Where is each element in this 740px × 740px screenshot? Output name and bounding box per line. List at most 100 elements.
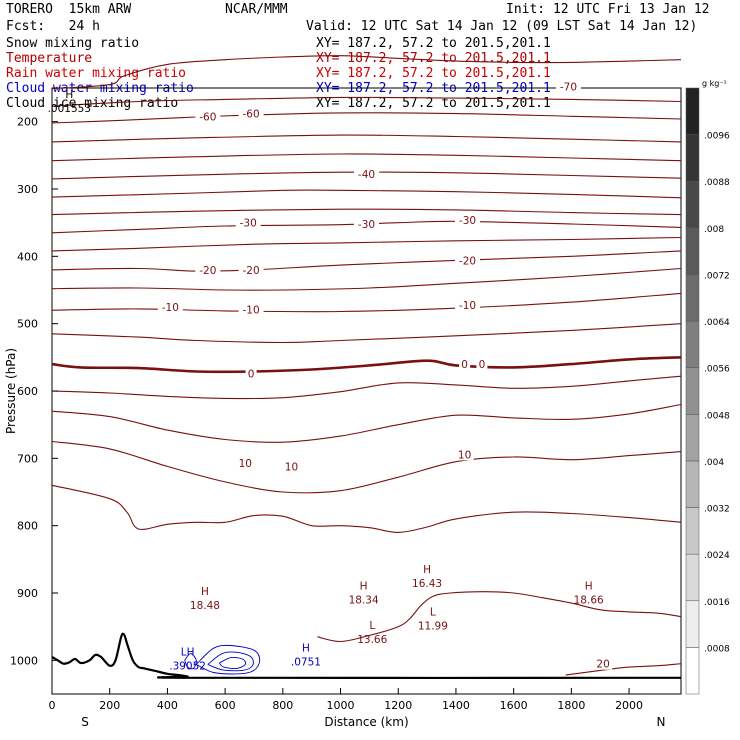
contour-label-bg <box>455 448 474 461</box>
contour-label: 10 <box>458 449 471 461</box>
south-endpoint-label: S <box>81 715 89 729</box>
contour-label-bg <box>354 168 379 181</box>
contour-label-bg <box>454 213 480 226</box>
contour-label-bg <box>238 107 264 120</box>
field-xy-range: XY= 187.2, 57.2 to 201.5,201.1 <box>316 96 551 111</box>
extremum-value: 11.99 <box>418 620 448 632</box>
colorbar-band <box>685 227 700 275</box>
y-tick-label: 500 <box>17 318 38 331</box>
field-label: Temperature <box>6 51 93 66</box>
x-tick-label: 1600 <box>500 699 528 712</box>
colorbar-tick-label: .0048 <box>704 411 730 421</box>
extremum-value: 18.48 <box>190 600 220 612</box>
colorbar-tick-label: .008 <box>704 225 724 235</box>
contour-label-bg <box>459 358 471 371</box>
field-label: Snow mixing ratio <box>6 36 140 51</box>
contour-label-bg <box>195 110 221 123</box>
colorbar-tick-label: .0008 <box>704 644 730 654</box>
temperature-contour <box>51 484 682 533</box>
contour-label-bg <box>282 460 301 473</box>
colorbar-tick-label: .0072 <box>704 271 730 281</box>
temperature-contour <box>51 250 682 272</box>
contour-label: 0 <box>248 368 255 380</box>
contour-label: 10 <box>285 461 298 473</box>
colorbar-band <box>685 180 700 229</box>
extremum-marker: H <box>65 89 73 101</box>
colorbar-band <box>685 553 700 602</box>
temperature-contour <box>51 323 682 344</box>
colorbar-band <box>685 320 700 368</box>
extremum-marker: H <box>360 581 368 593</box>
contour-label: -40 <box>358 169 375 181</box>
contour-label: -10 <box>162 302 179 314</box>
temperature-contour <box>51 55 682 90</box>
contour-label: -60 <box>199 111 216 123</box>
extremum-value: .001553 <box>48 103 91 115</box>
contour-label: -30 <box>358 219 375 231</box>
cloud-water-contour <box>195 644 261 675</box>
y-tick-label: 600 <box>17 385 38 398</box>
temperature-contour <box>51 292 682 313</box>
contour-label-bg <box>354 218 379 231</box>
contour-label-bg <box>235 216 261 229</box>
contour-label: -20 <box>459 255 476 267</box>
field-label: Rain water mixing ratio <box>6 66 187 81</box>
x-axis-label: Distance (km) <box>324 715 408 729</box>
contour-label-bg <box>157 300 183 313</box>
colorbar-band <box>685 274 700 322</box>
contour-label-bg <box>594 657 613 670</box>
contour-label-bg <box>476 358 488 371</box>
model-title: TORERO 15km ARW <box>6 2 132 17</box>
colorbar-band <box>685 87 700 135</box>
colorbar-band <box>685 414 700 462</box>
temperature-contour <box>51 356 682 374</box>
y-tick-label: 1000 <box>10 654 38 667</box>
colorbar-tick-label: .0088 <box>704 178 730 188</box>
contour-label: -10 <box>243 305 260 317</box>
temperature-contour <box>51 375 682 400</box>
contour-label: 0 <box>479 359 486 371</box>
north-endpoint-label: N <box>657 715 666 729</box>
extremum-marker: H <box>201 586 209 598</box>
temperature-contour <box>51 236 682 252</box>
extremum-marker: H <box>585 581 593 593</box>
temperature-contour <box>51 189 682 199</box>
temperature-contour <box>51 267 682 291</box>
colorbar-tick-label: .004 <box>704 458 724 468</box>
center-label: NCAR/MMM <box>225 2 288 17</box>
contour-label-bg <box>195 263 221 276</box>
temperature-contour <box>51 134 682 143</box>
extremum-value: 13.66 <box>357 634 387 646</box>
colorbar-band <box>685 507 700 555</box>
colorbar-tick-label: .0056 <box>704 365 730 375</box>
extremum-value: 18.34 <box>349 595 379 607</box>
field-xy-range: XY= 187.2, 57.2 to 201.5,201.1 <box>316 36 551 51</box>
temperature-contour <box>565 663 682 676</box>
terrain-line <box>51 632 682 680</box>
x-tick-label: 200 <box>99 699 120 712</box>
colorbar-unit: g kg⁻¹ <box>702 79 727 88</box>
colorbar-tick-label: .0032 <box>704 505 730 515</box>
contour-label: -60 <box>243 109 260 121</box>
x-tick-label: 1800 <box>557 699 585 712</box>
temperature-contour <box>51 208 682 216</box>
colorbar-tick-label: .0064 <box>704 318 730 328</box>
colorbar-band <box>685 600 700 648</box>
y-tick-label: 800 <box>17 520 38 533</box>
cloud-water-contour <box>184 653 197 670</box>
cloud-water-contour <box>218 656 247 669</box>
temperature-contour <box>51 153 682 162</box>
colorbar-band <box>685 367 700 415</box>
extremum-value: 18.66 <box>574 595 604 607</box>
colorbar-tick-label: .0096 <box>704 132 730 142</box>
cloud-water-contour <box>207 651 254 672</box>
valid-time: Valid: 12 UTC Sat 14 Jan 12 (09 LST Sat … <box>306 19 698 34</box>
y-tick-label: 900 <box>17 587 38 600</box>
y-tick-label: 400 <box>17 250 38 263</box>
y-axis-label: Pressure (hPa) <box>4 348 18 434</box>
contour-label: -10 <box>459 300 476 312</box>
contour-label: 0 <box>461 359 468 371</box>
colorbar-tick-label: .0024 <box>704 551 730 561</box>
extremum-value: .39052 <box>169 661 206 673</box>
